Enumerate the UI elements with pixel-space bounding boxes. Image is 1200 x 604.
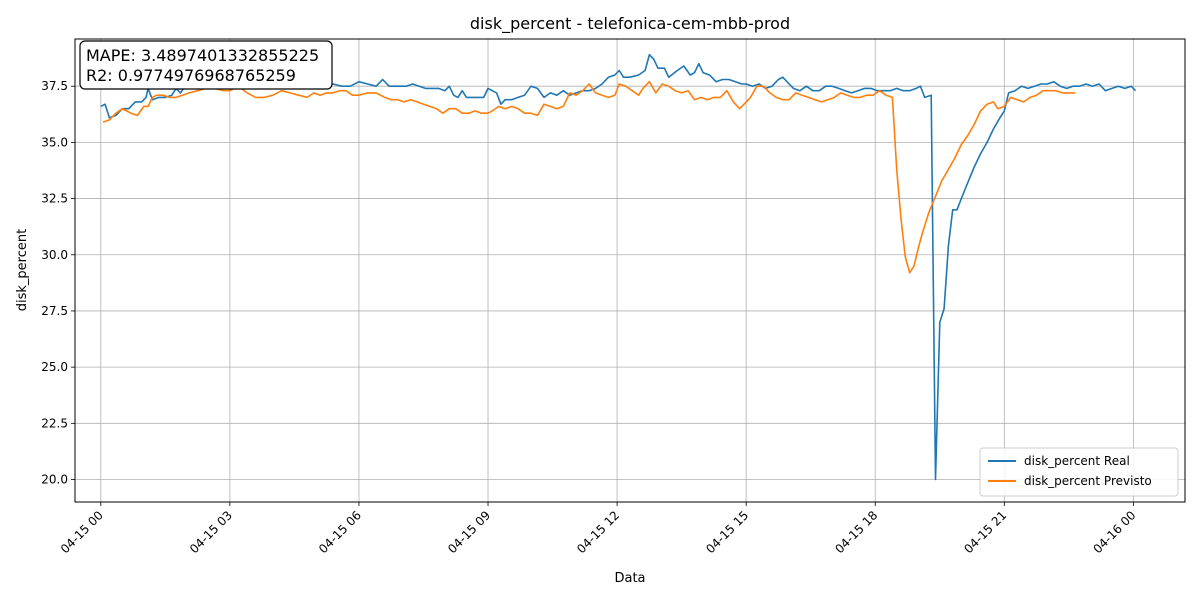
series-line-previsto <box>102 80 1076 274</box>
mape-text: MAPE: 3.4897401332855225 <box>86 46 319 65</box>
y-tick-label: 37.5 <box>41 79 68 93</box>
y-tick-label: 27.5 <box>41 304 68 318</box>
legend: disk_percent Real disk_percent Previsto <box>979 447 1179 497</box>
chart-title: disk_percent - telefonica-cem-mbb-prod <box>470 14 790 34</box>
y-tick-label: 35.0 <box>41 135 68 149</box>
y-tick-label: 20.0 <box>41 473 68 487</box>
y-tick-label: 25.0 <box>41 360 68 374</box>
plot-area <box>74 38 1186 503</box>
legend-label-previsto: disk_percent Previsto <box>1024 474 1152 488</box>
y-axis-label: disk_percent <box>15 229 30 311</box>
y-tick-label: 32.5 <box>41 192 68 206</box>
r2-text: R2: 0.9774976968765259 <box>86 66 296 85</box>
y-tick-label: 30.0 <box>41 248 68 262</box>
y-tick-label: 22.5 <box>41 416 68 430</box>
metrics-annotation: MAPE: 3.4897401332855225 R2: 0.977497696… <box>79 40 333 90</box>
legend-label-real: disk_percent Real <box>1024 454 1130 468</box>
x-axis-label: Data <box>614 571 645 586</box>
